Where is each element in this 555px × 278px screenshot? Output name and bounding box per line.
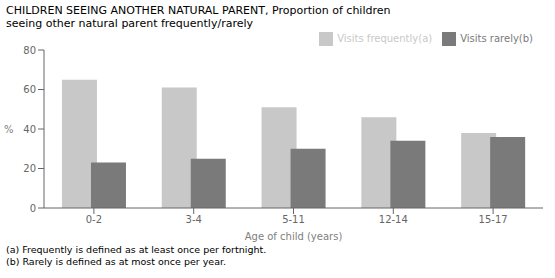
svg-text:80: 80	[23, 45, 36, 56]
html-text:seeing other natural parent fr: seeing other natural parent frequently/r…	[6, 17, 253, 30]
html-text:(a) Frequently is defined as a: (a) Frequently is defined as at least on…	[6, 244, 267, 255]
svg-text:12-14: 12-14	[379, 214, 408, 225]
html-text:CHILDREN SEEING ANOTHER NATURA: CHILDREN SEEING ANOTHER NATURAL PARENT, …	[6, 4, 391, 17]
svg-text:5-11: 5-11	[282, 214, 305, 225]
html-text:Visits rarely(b): Visits rarely(b)	[460, 33, 533, 44]
html-text:(b) Rarely is defined as at mo: (b) Rarely is defined as at most once pe…	[6, 256, 227, 267]
html-text:Visits frequently(a): Visits frequently(a)	[337, 33, 433, 44]
svg-text:0-2: 0-2	[86, 214, 102, 225]
svg-text:Age of child (years): Age of child (years)	[245, 231, 343, 242]
svg-text:20: 20	[23, 163, 36, 174]
svg-text:40: 40	[23, 124, 36, 135]
svg-text:%: %	[8, 124, 14, 135]
svg-text:60: 60	[23, 84, 36, 95]
svg-text:3-4: 3-4	[186, 214, 202, 225]
svg-text:15-17: 15-17	[479, 214, 508, 225]
svg-text:0: 0	[30, 203, 36, 214]
